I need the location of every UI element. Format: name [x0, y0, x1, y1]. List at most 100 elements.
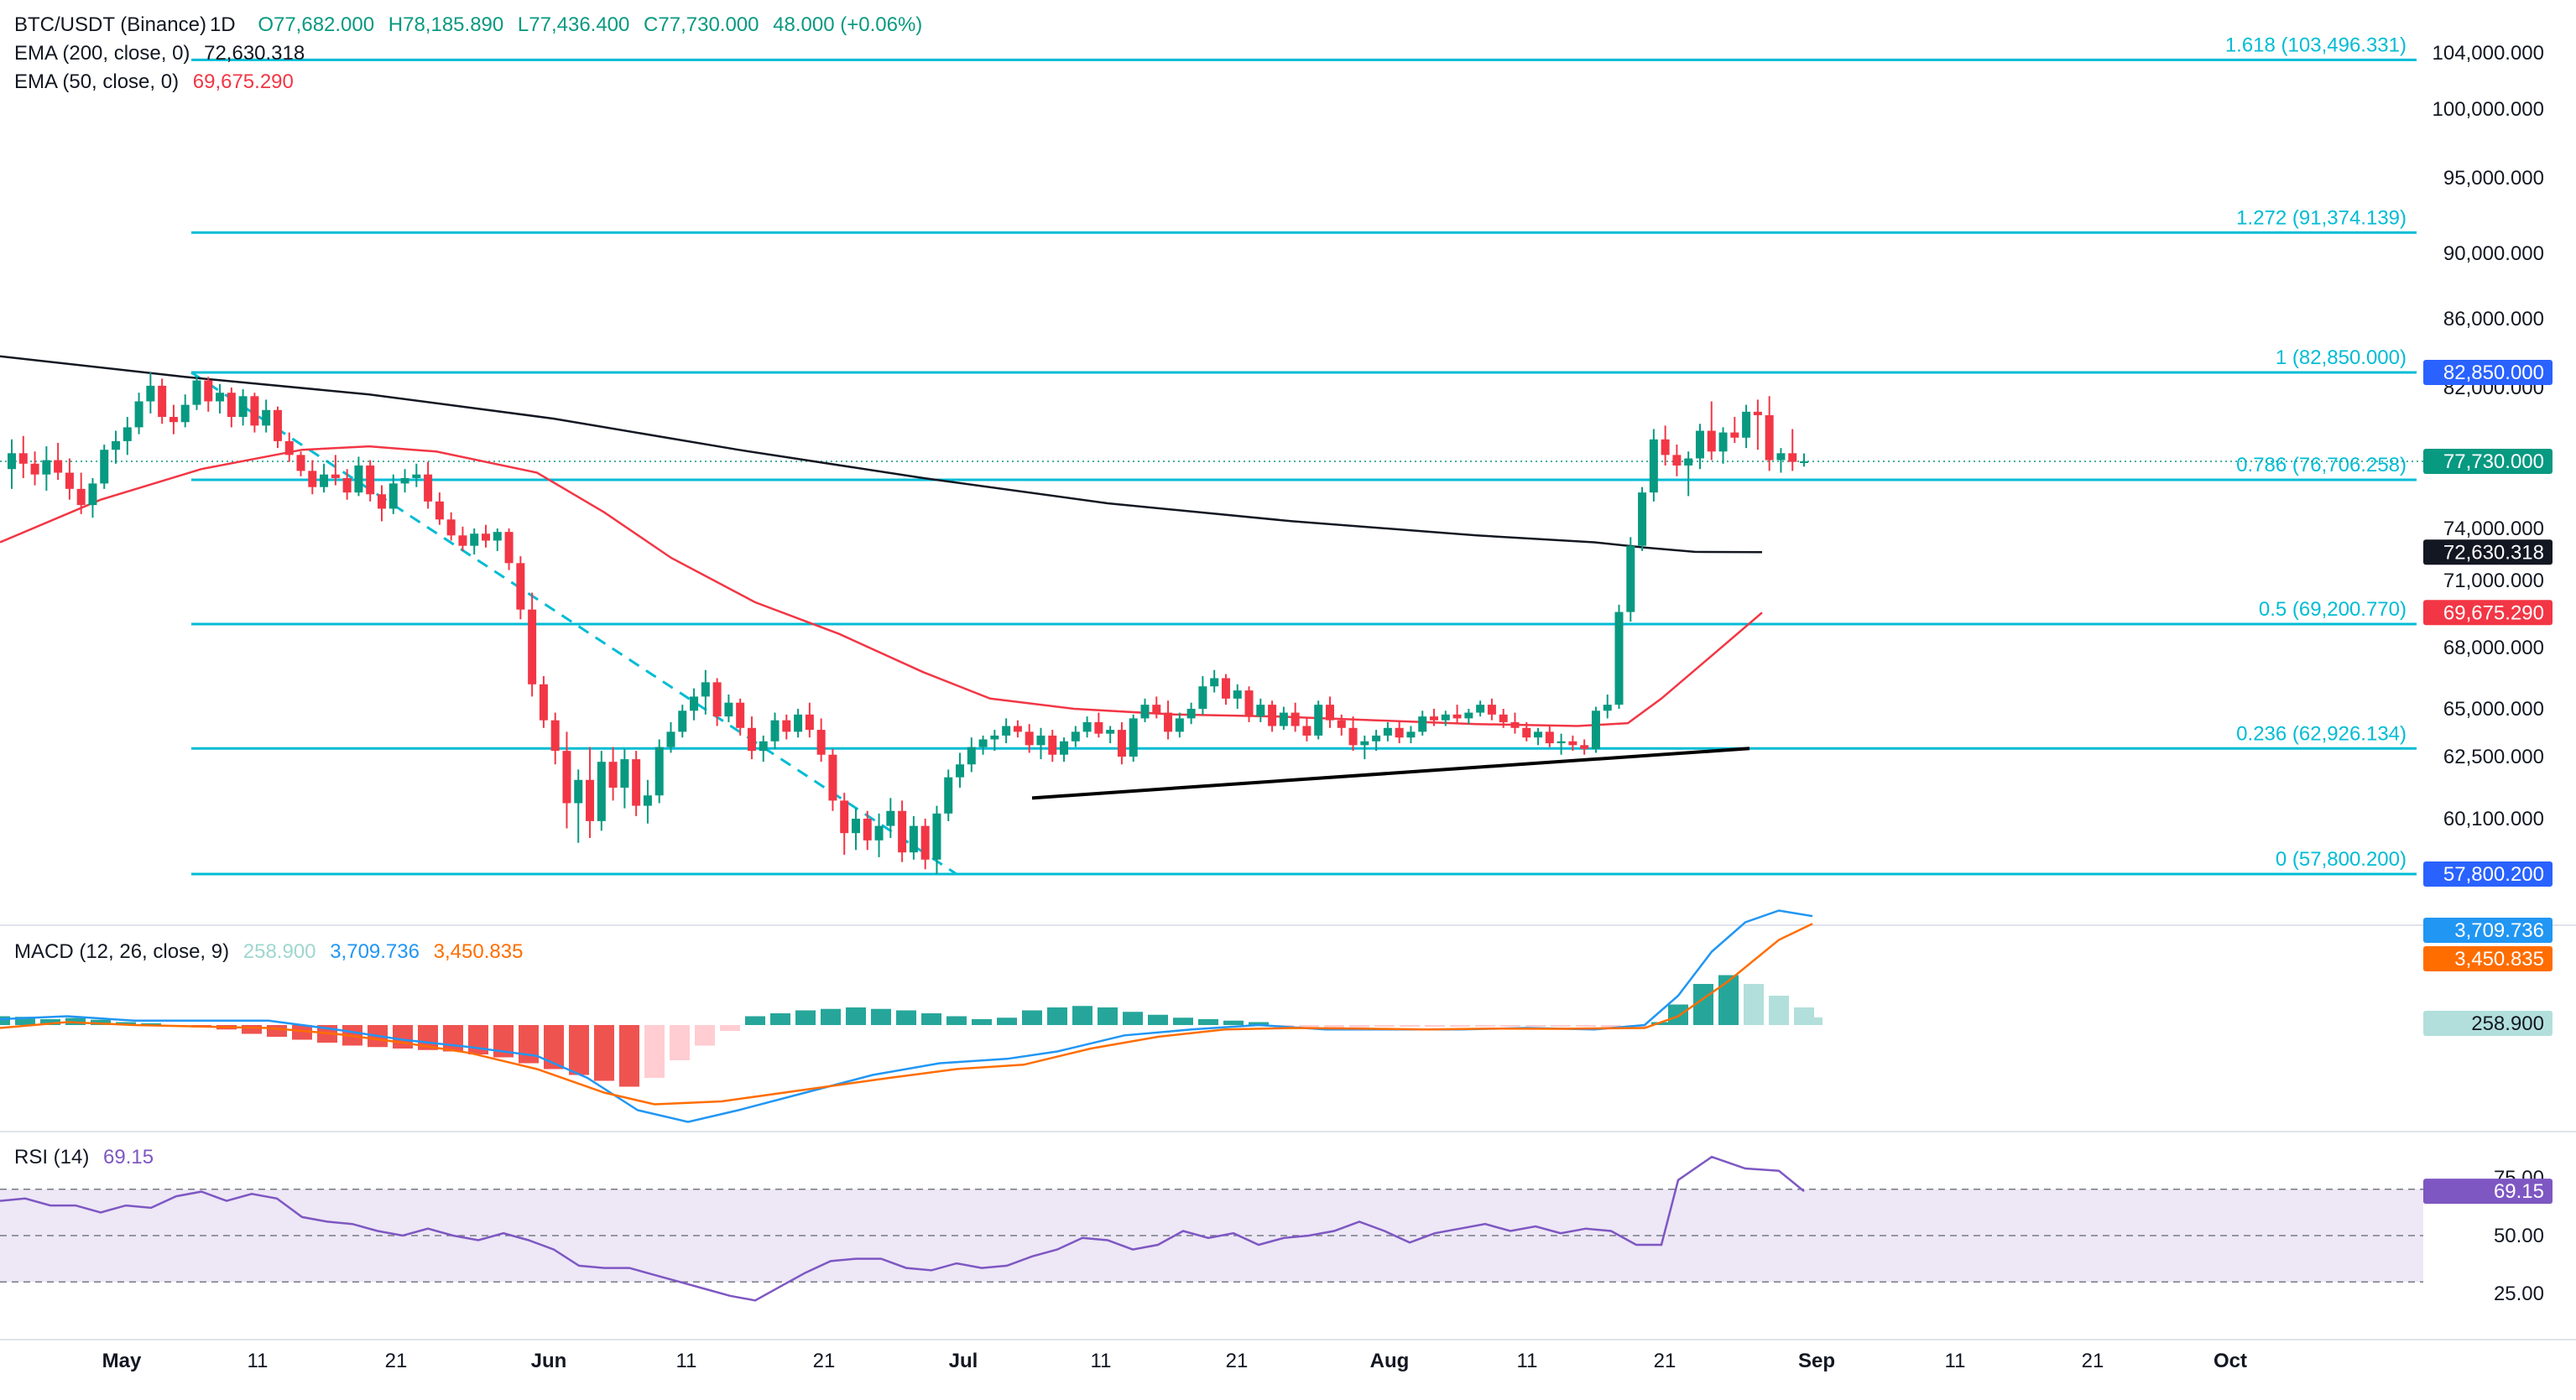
time-axis-label: 11: [1091, 1350, 1112, 1372]
macd-histogram-bar: [1123, 1012, 1143, 1025]
candle-body: [851, 819, 860, 834]
macd-histogram-bar: [695, 1025, 715, 1046]
candle-body: [666, 731, 675, 747]
candle-body: [146, 385, 155, 402]
candle: [54, 442, 63, 481]
macd-histogram-bar: [91, 1019, 111, 1025]
time-axis-label: 21: [385, 1350, 408, 1372]
macd-histogram-bar: [770, 1013, 790, 1025]
candle: [1129, 714, 1138, 762]
candle: [1372, 730, 1381, 752]
macd-histogram-bar: [972, 1019, 992, 1025]
macd-histogram-bar: [0, 1016, 10, 1025]
candle: [446, 512, 456, 541]
symbol-title[interactable]: BTC/USDT (Binance) 1D: [14, 13, 236, 36]
fib-diagonal-dashed-line: [190, 371, 957, 876]
candle-body: [412, 474, 421, 478]
macd-histogram-bar: [443, 1025, 463, 1052]
low-value: L77,436.400: [517, 13, 630, 36]
price-tick-label: 100,000.000: [2433, 98, 2544, 121]
ema200-legend[interactable]: EMA (200, close, 0) 72,630.318: [14, 42, 313, 65]
candle: [470, 528, 479, 554]
candle: [1291, 702, 1300, 732]
candle: [112, 430, 121, 464]
candle-body: [956, 764, 965, 778]
candle-body: [42, 460, 51, 475]
candle: [1580, 739, 1589, 755]
candle: [388, 474, 398, 514]
candle: [435, 492, 444, 525]
candle-body: [1418, 716, 1427, 732]
rsi-badge-label: 69.15: [2494, 1180, 2544, 1203]
candle: [1302, 718, 1311, 742]
rsi-legend[interactable]: RSI (14) 69.15: [14, 1146, 162, 1169]
macd-histogram-bar: [1551, 1025, 1571, 1027]
candle: [1071, 726, 1080, 747]
candle: [1036, 727, 1046, 760]
candle: [1476, 700, 1485, 717]
candle: [967, 737, 976, 773]
candle-body: [805, 714, 814, 731]
candle-body: [978, 739, 988, 747]
price-tick-label: 68,000.000: [2443, 637, 2544, 659]
candle: [8, 439, 16, 489]
candle-body: [1499, 714, 1508, 722]
time-axis-label: 11: [676, 1350, 697, 1372]
candle-body: [1106, 730, 1115, 734]
candle-body: [377, 494, 386, 509]
candle: [146, 372, 155, 414]
candle-body: [366, 465, 375, 495]
price-tick-label: 62,500.000: [2443, 746, 2544, 768]
candle: [1395, 720, 1404, 744]
candle: [909, 815, 918, 860]
macd-histogram-bar: [1718, 975, 1739, 1025]
fib-retracement-group: 1.618 (103,496.331) 1.272 (91,374.139) 1 (…: [191, 34, 2417, 876]
candle: [1175, 712, 1184, 738]
macd-histogram-bar: [997, 1017, 1017, 1025]
candle: [1198, 676, 1207, 715]
candle: [158, 378, 167, 424]
candle: [724, 694, 733, 722]
time-axis-label: 11: [1517, 1350, 1538, 1372]
macd-legend[interactable]: MACD (12, 26, close, 9) 258.900 3,709.73…: [14, 940, 531, 964]
candle: [1152, 696, 1161, 719]
price-badge: [2423, 449, 2553, 474]
candle-body: [1568, 741, 1577, 746]
macd-label: MACD (12, 26, close, 9): [14, 940, 230, 963]
macd-badge: [2423, 946, 2553, 971]
macd-histogram-bar: [1450, 1025, 1470, 1027]
candle-body: [493, 532, 502, 541]
ema50-legend[interactable]: EMA (50, close, 0) 69,675.290: [14, 70, 302, 94]
candle-body: [1002, 726, 1011, 736]
candle: [1649, 429, 1658, 502]
candle-body: [1164, 712, 1173, 732]
ema200-value: 72,630.318: [204, 42, 305, 65]
candle: [1684, 451, 1693, 497]
candle: [458, 526, 467, 551]
price-badge-label: 77,730.000: [2443, 450, 2544, 473]
change-value: 48.000 (+0.06%): [773, 13, 923, 36]
price-axis: 104,000.000 100,000.000 95,000.000 90,000.0…: [2423, 42, 2553, 887]
candle-body: [100, 450, 109, 484]
candle: [794, 709, 803, 738]
macd-histogram-bar: [544, 1025, 564, 1070]
candle-body: [1025, 731, 1034, 746]
price-tick-label: 86,000.000: [2443, 308, 2544, 330]
candle: [586, 747, 595, 838]
candle-body: [643, 795, 652, 806]
candle-body: [1510, 721, 1520, 728]
candle: [424, 461, 433, 509]
candle: [18, 435, 28, 478]
candle-body: [1383, 727, 1392, 736]
macd-histogram-bar: [1374, 1025, 1395, 1027]
candle-body: [1291, 712, 1300, 726]
candle: [1487, 698, 1496, 721]
macd-histogram-bar: [15, 1017, 35, 1025]
macd-histogram-bar: [1098, 1007, 1118, 1025]
macd-histogram-bar: [1425, 1025, 1445, 1027]
candle-body: [216, 393, 225, 402]
candle: [956, 752, 965, 788]
candle-body: [1788, 453, 1797, 462]
macd-histogram-bar: [40, 1019, 60, 1025]
